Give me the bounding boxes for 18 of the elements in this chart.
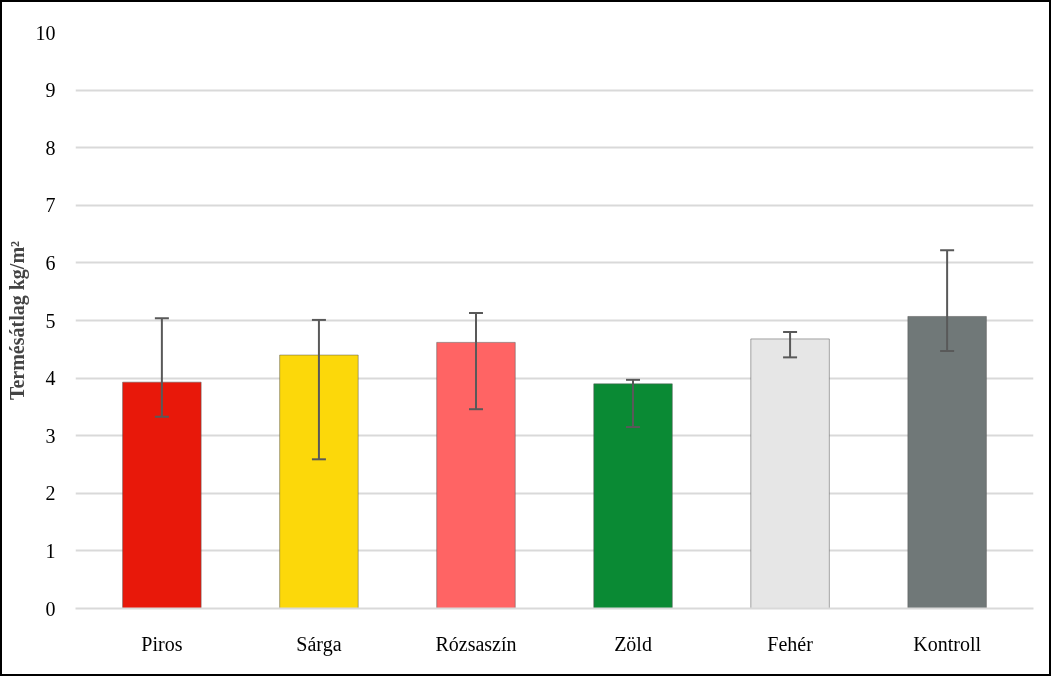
y-tick-label: 6 bbox=[45, 251, 56, 274]
x-tick-label: Sárga bbox=[296, 632, 342, 656]
x-tick-label: Zöld bbox=[614, 632, 652, 655]
y-tick-label: 1 bbox=[45, 539, 56, 562]
y-axis-title: Termésátlag kg/m² bbox=[5, 240, 29, 401]
y-tick-label: 4 bbox=[45, 367, 56, 390]
x-tick-label: Fehér bbox=[767, 632, 814, 655]
y-tick-label: 9 bbox=[45, 79, 56, 102]
y-tick-label: 0 bbox=[45, 597, 56, 620]
y-tick-label: 2 bbox=[45, 482, 56, 505]
x-tick-label: Piros bbox=[141, 632, 183, 655]
y-tick-label: 5 bbox=[45, 309, 56, 332]
x-tick-label: Rózsaszín bbox=[435, 632, 517, 655]
y-tick-label: 3 bbox=[45, 424, 56, 447]
y-tick-label: 7 bbox=[45, 194, 56, 217]
y-tick-label: 10 bbox=[35, 21, 56, 44]
x-tick-label: Kontroll bbox=[913, 632, 982, 655]
y-tick-label: 8 bbox=[45, 136, 56, 159]
